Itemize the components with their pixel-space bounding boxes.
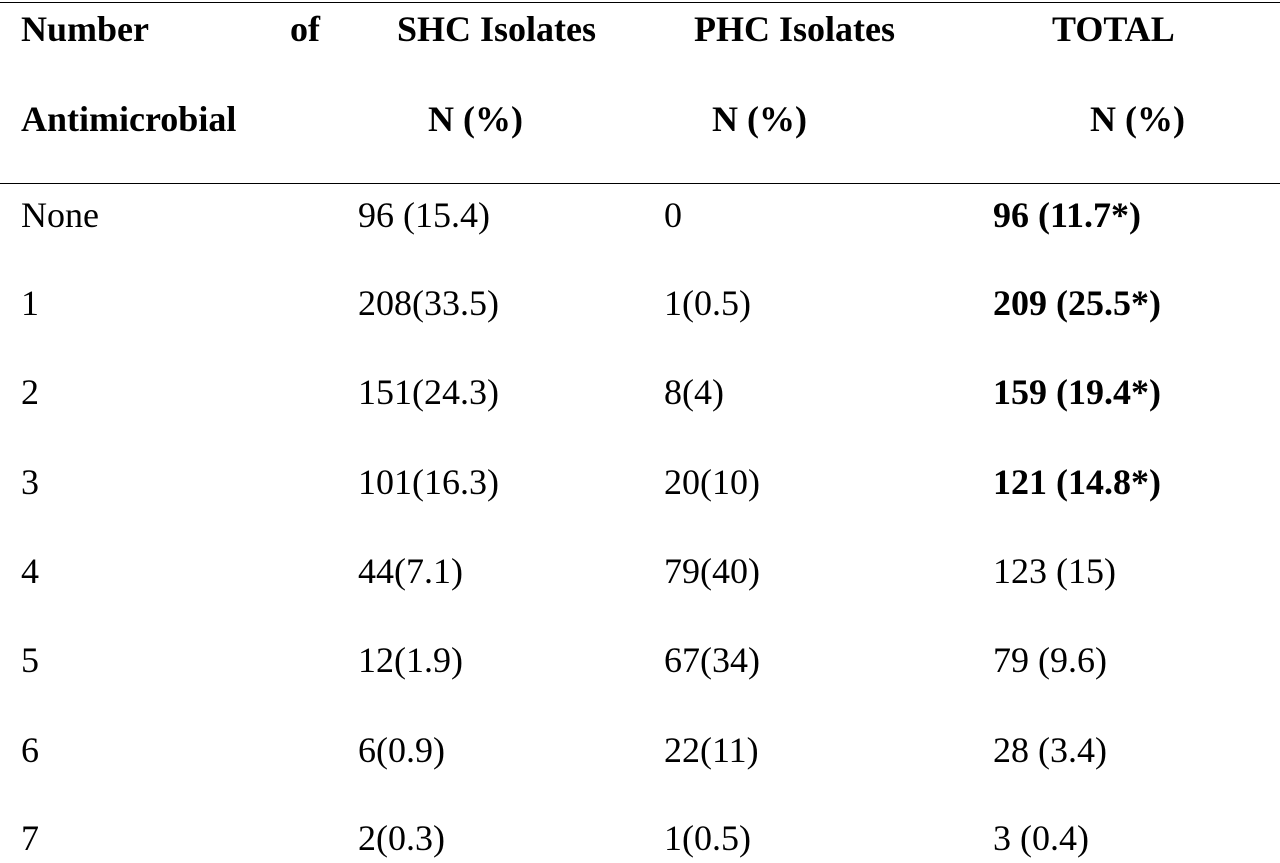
row-count: None [21, 195, 99, 235]
table-top-rule [0, 2, 1280, 3]
row-phc: 79(40) [664, 551, 760, 591]
row-total: 79 (9.6) [993, 640, 1107, 680]
header-of-label: of [290, 9, 320, 49]
header-shc-isolates: SHC Isolates [397, 9, 597, 49]
row-total: 3 (0.4) [993, 818, 1089, 858]
row-shc: 2(0.3) [358, 818, 445, 858]
row-shc: 101(16.3) [358, 462, 499, 502]
row-total: 28 (3.4) [993, 730, 1107, 770]
row-shc: 12(1.9) [358, 640, 463, 680]
row-phc: 1(0.5) [664, 818, 751, 858]
row-total: 209 (25.5*) [993, 283, 1161, 323]
row-phc: 0 [664, 195, 682, 235]
header-shc-unit: N (%) [428, 99, 523, 139]
row-phc: 67(34) [664, 640, 760, 680]
row-total: 121 (14.8*) [993, 462, 1161, 502]
row-phc: 20(10) [664, 462, 760, 502]
row-total: 96 (11.7*) [993, 195, 1141, 235]
row-count: 3 [21, 462, 39, 502]
row-shc: 6(0.9) [358, 730, 445, 770]
row-shc: 44(7.1) [358, 551, 463, 591]
row-phc: 8(4) [664, 372, 724, 412]
table-header-rule [0, 183, 1280, 184]
row-count: 2 [21, 372, 39, 412]
row-total: 123 (15) [993, 551, 1116, 591]
row-shc: 151(24.3) [358, 372, 499, 412]
row-shc: 208(33.5) [358, 283, 499, 323]
row-count: 1 [21, 283, 39, 323]
header-antimicrobial-label: Antimicrobial [21, 99, 237, 139]
header-phc-unit: N (%) [712, 99, 807, 139]
row-count: 5 [21, 640, 39, 680]
row-count: 6 [21, 730, 39, 770]
header-total: TOTAL [1052, 9, 1175, 49]
row-count: 4 [21, 551, 39, 591]
header-total-unit: N (%) [1090, 99, 1185, 139]
row-phc: 1(0.5) [664, 283, 751, 323]
row-phc: 22(11) [664, 730, 759, 770]
row-total: 159 (19.4*) [993, 372, 1161, 412]
header-phc-isolates: PHC Isolates [694, 9, 895, 49]
row-count: 7 [21, 818, 39, 858]
row-shc: 96 (15.4) [358, 195, 490, 235]
header-number-label: Number [21, 9, 149, 49]
